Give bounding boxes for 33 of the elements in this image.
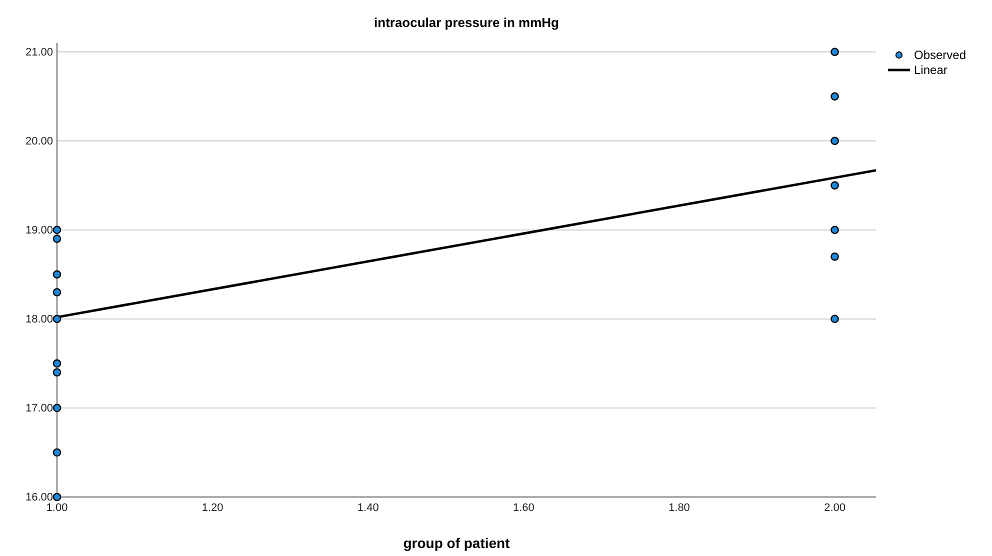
y-tick-label: 16.00 <box>25 492 53 504</box>
point <box>52 359 62 368</box>
point <box>830 314 839 324</box>
point <box>830 92 839 101</box>
chart-title: intraocular pressure in mmHg <box>374 15 560 30</box>
x-tick-label: 2.00 <box>824 502 846 514</box>
legend-label: Linear <box>914 63 948 77</box>
x-tick-label: 1.00 <box>46 502 68 514</box>
x-tick-label: 1.60 <box>512 502 534 514</box>
point <box>52 448 62 457</box>
point <box>830 48 839 56</box>
x-axis-title: group of patient <box>403 535 510 551</box>
point <box>52 226 62 234</box>
y-tick-label: 21.00 <box>25 46 53 58</box>
point <box>830 136 839 146</box>
point <box>830 181 839 190</box>
x-tick-label: 1.40 <box>357 502 379 514</box>
legend-label: Observed <box>914 48 966 62</box>
point <box>52 270 62 279</box>
point <box>52 492 62 502</box>
y-tick-label: 17.00 <box>25 402 53 414</box>
point <box>830 226 839 234</box>
point <box>52 314 62 324</box>
point <box>52 288 62 296</box>
point <box>52 368 62 377</box>
y-tick-label: 19.00 <box>25 224 53 236</box>
point <box>830 252 839 261</box>
x-tick-label: 1.80 <box>668 502 690 514</box>
y-tick-label: 18.00 <box>25 313 53 326</box>
point <box>52 404 62 412</box>
point <box>52 234 62 244</box>
x-tick-label: 1.20 <box>202 502 224 514</box>
y-tick-label: 20.00 <box>25 135 53 148</box>
